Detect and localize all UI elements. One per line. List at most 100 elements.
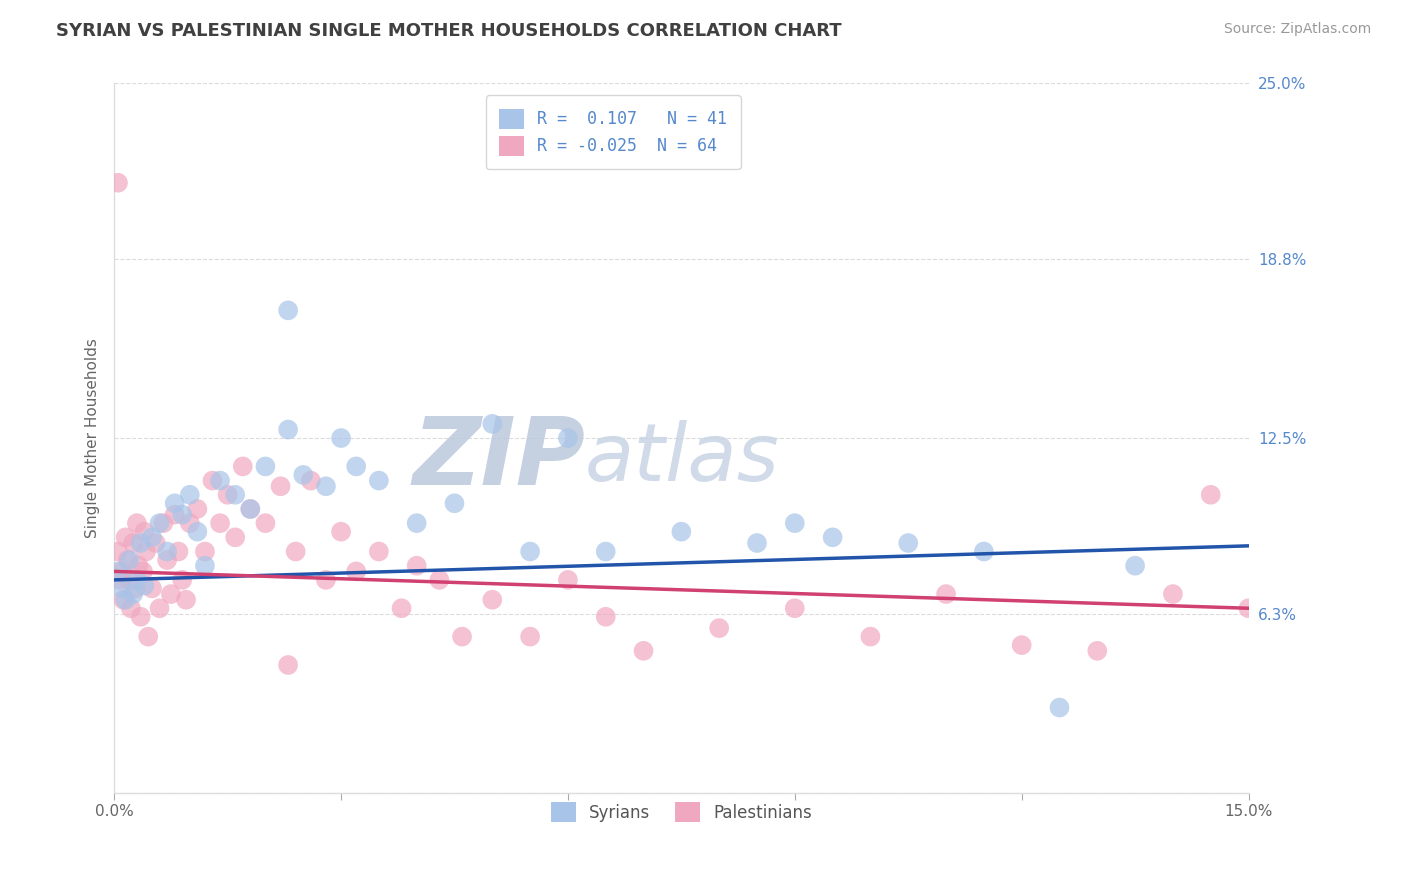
Point [152,516,174,530]
Point [194,558,217,573]
Point [481,592,503,607]
Point [284,544,307,558]
Point [148,516,170,530]
Point [299,474,322,488]
Point [156,544,179,558]
Point [595,609,617,624]
Point [783,601,806,615]
Point [110,573,132,587]
Point [443,496,465,510]
Point [107,565,129,579]
Point [114,530,136,544]
Point [117,553,139,567]
Point [344,565,367,579]
Point [163,496,186,510]
Point [270,479,292,493]
Point [174,592,197,607]
Point [129,536,152,550]
Point [239,502,262,516]
Point [367,474,389,488]
Point [124,582,146,596]
Point [134,524,156,539]
Point [127,558,149,573]
Point [112,592,135,607]
Point [107,544,129,558]
Point [633,644,655,658]
Point [122,587,145,601]
Point [194,544,217,558]
Point [125,516,148,530]
Point [277,303,299,318]
Point [671,524,693,539]
Point [935,587,957,601]
Point [186,502,208,516]
Point [783,516,806,530]
Point [201,474,224,488]
Point [254,516,277,530]
Point [1049,700,1071,714]
Point [111,565,134,579]
Point [1237,601,1260,615]
Point [239,502,262,516]
Point [224,530,246,544]
Point [145,536,167,550]
Point [315,573,337,587]
Point [141,582,163,596]
Point [148,601,170,615]
Point [315,479,337,493]
Point [405,516,427,530]
Point [136,630,159,644]
Legend: Syrians, Palestinians: Syrians, Palestinians [538,790,824,834]
Point [451,630,474,644]
Point [519,630,541,644]
Point [186,524,208,539]
Point [132,565,155,579]
Point [330,524,353,539]
Text: ZIP: ZIP [412,413,585,506]
Point [122,536,145,550]
Point [821,530,844,544]
Point [745,536,768,550]
Point [179,488,201,502]
Point [135,544,157,558]
Point [292,467,315,482]
Point [595,544,617,558]
Point [217,488,239,502]
Point [134,578,156,592]
Point [160,587,183,601]
Point [209,516,232,530]
Point [391,601,413,615]
Point [973,544,995,558]
Point [179,516,201,530]
Point [367,544,389,558]
Point [125,573,148,587]
Point [209,474,232,488]
Point [1199,488,1222,502]
Y-axis label: Single Mother Households: Single Mother Households [86,338,100,538]
Point [519,544,541,558]
Point [172,573,194,587]
Point [427,573,450,587]
Point [107,176,129,190]
Point [405,558,427,573]
Point [330,431,353,445]
Point [1123,558,1146,573]
Point [129,609,152,624]
Point [277,658,299,673]
Point [163,508,186,522]
Point [859,630,882,644]
Point [156,553,179,567]
Point [224,488,246,502]
Point [167,544,190,558]
Point [118,553,141,567]
Point [277,423,299,437]
Point [118,573,141,587]
Point [1011,638,1033,652]
Text: Source: ZipAtlas.com: Source: ZipAtlas.com [1223,22,1371,37]
Text: SYRIAN VS PALESTINIAN SINGLE MOTHER HOUSEHOLDS CORRELATION CHART: SYRIAN VS PALESTINIAN SINGLE MOTHER HOUS… [56,22,842,40]
Point [114,592,136,607]
Point [344,459,367,474]
Point [897,536,920,550]
Point [709,621,731,635]
Point [232,459,254,474]
